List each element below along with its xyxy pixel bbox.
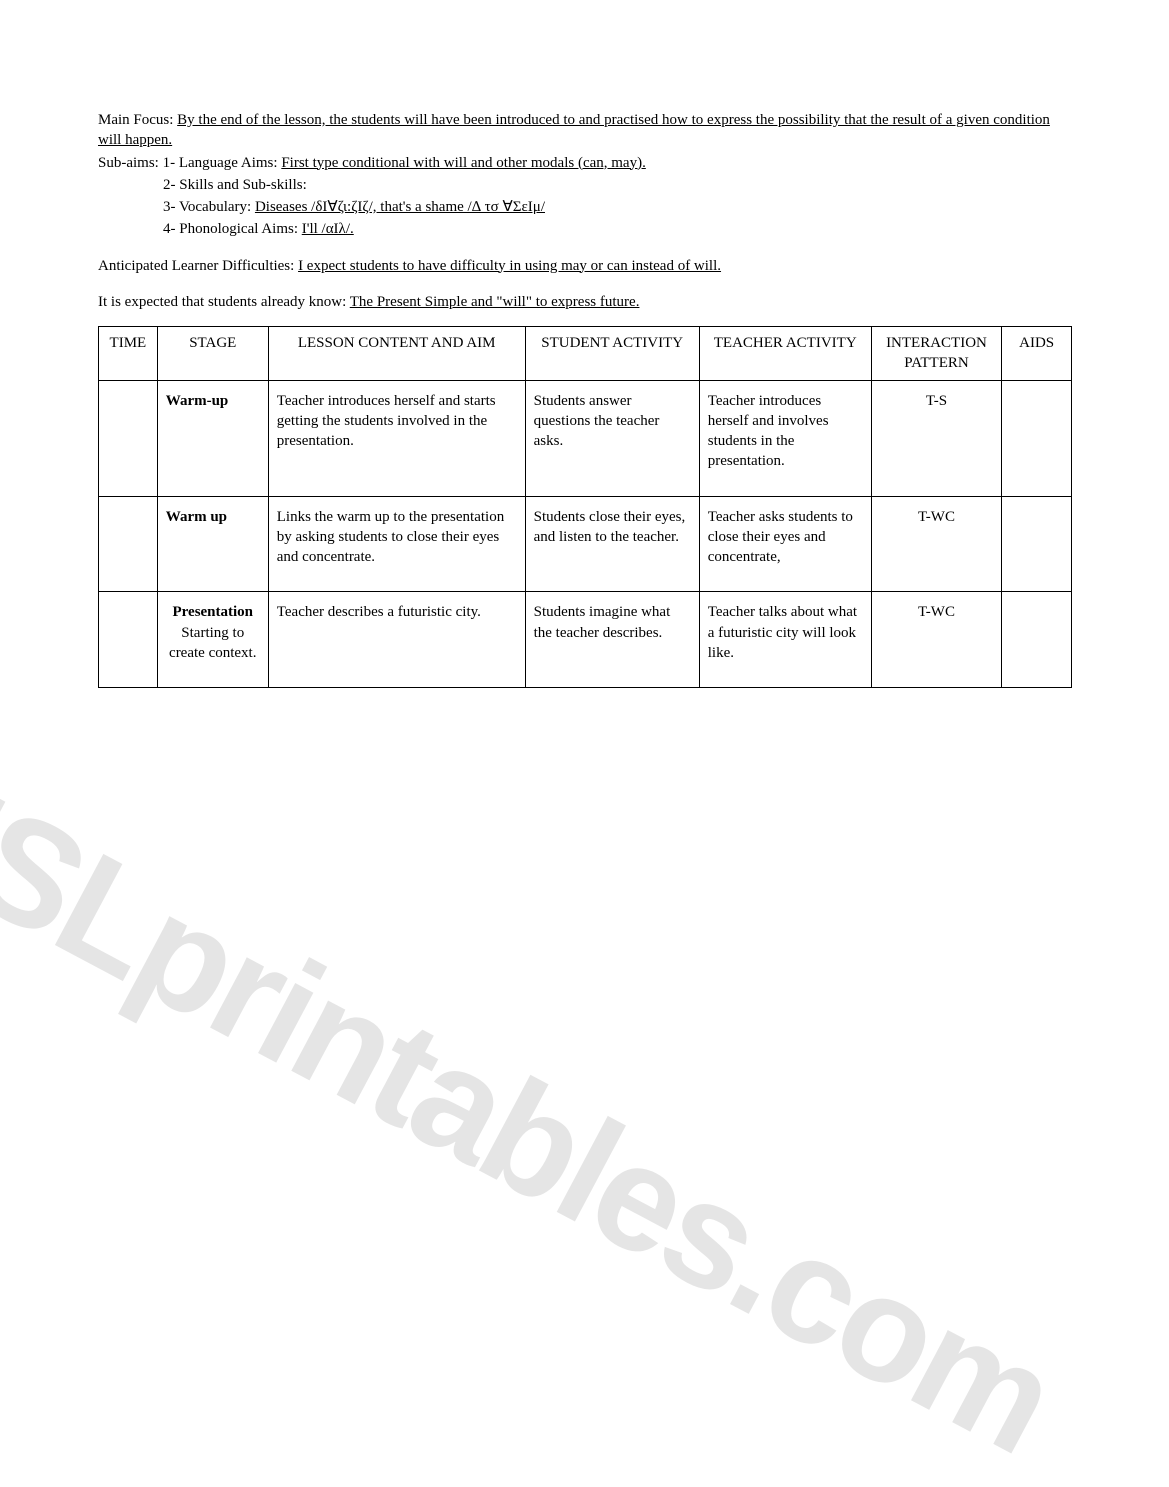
main-focus-text: By the end of the lesson, the students w… <box>98 112 1050 148</box>
stage-bold: Presentation <box>172 604 253 620</box>
th-teacher: TEACHER ACTIVITY <box>699 327 871 381</box>
vocab-line: 3- Vocabulary: Diseases /δΙ∀ζι:ζΙζ/, tha… <box>98 197 1072 217</box>
cell-interaction: T-WC <box>871 592 1002 688</box>
table-row: Presentation Starting to create context.… <box>99 592 1072 688</box>
th-aids: AIDS <box>1002 327 1072 381</box>
stage-bold: Warm up <box>166 509 227 525</box>
cell-student: Students close their eyes, and listen to… <box>525 496 699 592</box>
cell-time <box>99 592 158 688</box>
prior-text: The Present Simple and "will" to express… <box>350 294 640 310</box>
cell-time <box>99 380 158 496</box>
cell-student: Students answer questions the teacher as… <box>525 380 699 496</box>
ald-text: I expect students to have difficulty in … <box>298 258 721 274</box>
cell-stage: Warm-up <box>157 380 268 496</box>
cell-lesson: Links the warm up to the presentation by… <box>268 496 525 592</box>
phon-label: 4- Phonological Aims: <box>163 221 302 237</box>
cell-teacher: Teacher talks about what a futuristic ci… <box>699 592 871 688</box>
watermark: ESLprintables.com <box>0 728 1081 1487</box>
cell-aids <box>1002 380 1072 496</box>
cell-stage: Warm up <box>157 496 268 592</box>
cell-time <box>99 496 158 592</box>
cell-stage: Presentation Starting to create context. <box>157 592 268 688</box>
table-header-row: TIME STAGE LESSON CONTENT AND AIM STUDEN… <box>99 327 1072 381</box>
cell-student: Students imagine what the teacher descri… <box>525 592 699 688</box>
cell-teacher: Teacher introduces herself and involves … <box>699 380 871 496</box>
vocab-text: Diseases /δΙ∀ζι:ζΙζ/, that's a shame /∆ … <box>255 199 545 215</box>
subaims-text: First type conditional with will and oth… <box>281 155 646 171</box>
th-time: TIME <box>99 327 158 381</box>
cell-interaction: T-S <box>871 380 1002 496</box>
document-body: Main Focus: By the end of the lesson, th… <box>98 110 1072 688</box>
th-student: STUDENT ACTIVITY <box>525 327 699 381</box>
lesson-plan-table: TIME STAGE LESSON CONTENT AND AIM STUDEN… <box>98 326 1072 688</box>
th-interaction: INTERACTION PATTERN <box>871 327 1002 381</box>
table-row: Warm-up Teacher introduces herself and s… <box>99 380 1072 496</box>
ald-label: Anticipated Learner Difficulties: <box>98 258 298 274</box>
cell-teacher: Teacher asks students to close their eye… <box>699 496 871 592</box>
cell-aids <box>1002 592 1072 688</box>
phon-line: 4- Phonological Aims: I'll /αΙλ/. <box>98 219 1072 239</box>
cell-lesson: Teacher describes a futuristic city. <box>268 592 525 688</box>
skills-line: 2- Skills and Sub-skills: <box>98 175 1072 195</box>
cell-lesson: Teacher introduces herself and starts ge… <box>268 380 525 496</box>
main-focus-line: Main Focus: By the end of the lesson, th… <box>98 110 1072 151</box>
cell-interaction: T-WC <box>871 496 1002 592</box>
prior-label: It is expected that students already kno… <box>98 294 350 310</box>
table-row: Warm up Links the warm up to the present… <box>99 496 1072 592</box>
cell-aids <box>1002 496 1072 592</box>
subaims-line: Sub-aims: 1- Language Aims: First type c… <box>98 153 1072 173</box>
main-focus-label: Main Focus: <box>98 112 177 128</box>
th-stage: STAGE <box>157 327 268 381</box>
th-lesson: LESSON CONTENT AND AIM <box>268 327 525 381</box>
stage-rest: Starting to create context. <box>169 625 256 661</box>
prior-line: It is expected that students already kno… <box>98 292 1072 312</box>
stage-bold: Warm-up <box>166 393 229 409</box>
vocab-label: 3- Vocabulary: <box>163 199 255 215</box>
phon-text: I'll /αΙλ/. <box>302 221 354 237</box>
subaims-label: Sub-aims: 1- Language Aims: <box>98 155 281 171</box>
ald-line: Anticipated Learner Difficulties: I expe… <box>98 256 1072 276</box>
